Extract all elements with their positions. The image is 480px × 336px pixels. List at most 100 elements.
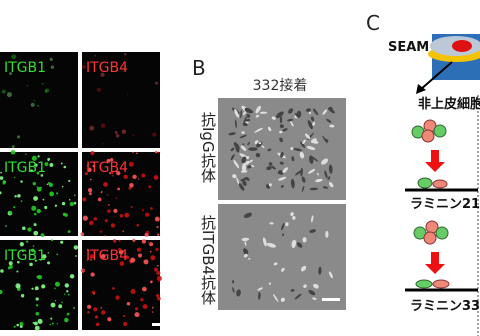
cell-signal xyxy=(19,242,24,247)
cell xyxy=(230,147,235,152)
cell-signal xyxy=(89,178,92,181)
cell xyxy=(247,141,250,146)
device-label: SEAM xyxy=(388,40,429,55)
cell xyxy=(302,139,306,145)
cell-signal xyxy=(124,212,130,218)
cell-signal xyxy=(36,186,42,192)
cell-signal xyxy=(106,158,111,163)
panel-label: C xyxy=(366,11,380,35)
cell-signal xyxy=(75,255,77,257)
cell xyxy=(281,267,285,272)
cell-signal xyxy=(157,280,160,283)
cell-signal xyxy=(44,88,50,93)
cell-signal xyxy=(117,187,120,191)
cell-signal xyxy=(33,223,37,227)
cell-signal xyxy=(31,205,37,211)
cell-signal xyxy=(74,194,76,196)
cell-signal xyxy=(141,286,147,292)
cell xyxy=(328,106,333,111)
cell-signal xyxy=(31,155,37,161)
cell-signal xyxy=(93,307,98,312)
cell xyxy=(279,130,283,134)
cell-signal xyxy=(136,223,139,227)
cell xyxy=(300,167,303,177)
cell-signal xyxy=(68,179,71,183)
scale-bar xyxy=(152,323,166,326)
cell xyxy=(290,178,295,189)
cell-signal xyxy=(36,208,41,214)
cell xyxy=(239,134,247,139)
cell-signal xyxy=(126,301,131,306)
cell-signal xyxy=(92,164,95,168)
cell-signal xyxy=(47,159,50,162)
cell-signal xyxy=(90,272,95,277)
cell-signal xyxy=(22,226,26,231)
cell-signal xyxy=(20,200,23,203)
cell-signal xyxy=(111,171,114,175)
cell-signal xyxy=(156,275,162,281)
cell-signal xyxy=(142,304,148,309)
cell-signal xyxy=(30,169,33,173)
cell xyxy=(293,148,303,152)
cell xyxy=(248,147,258,151)
cell-signal xyxy=(100,307,103,309)
cell-signal xyxy=(102,143,104,145)
cell xyxy=(290,289,295,292)
cell xyxy=(280,297,285,302)
cell-signal xyxy=(49,191,55,197)
cell xyxy=(242,180,247,186)
cell xyxy=(243,253,248,258)
cell xyxy=(258,291,261,300)
cell-signal xyxy=(89,220,94,226)
cell-signal xyxy=(90,150,95,156)
cell xyxy=(280,185,284,188)
cell-signal xyxy=(33,99,36,102)
cell xyxy=(327,176,331,180)
cell-signal xyxy=(56,323,58,325)
arrow xyxy=(425,252,445,274)
cell-signal xyxy=(54,204,58,207)
cell xyxy=(324,138,329,143)
cell xyxy=(268,183,272,187)
cell xyxy=(242,143,245,146)
cell xyxy=(259,111,268,114)
cell-signal xyxy=(132,174,137,180)
cell-signal xyxy=(49,57,53,61)
row-label: 抗ITGB4抗体 xyxy=(199,215,217,305)
cell-signal xyxy=(112,287,115,290)
cell-signal xyxy=(44,162,49,167)
cell-signal xyxy=(56,192,59,195)
cell-signal xyxy=(34,325,40,331)
cell xyxy=(234,119,237,129)
cell-signal xyxy=(30,248,35,253)
cell-signal xyxy=(141,173,146,178)
cell-signal xyxy=(130,257,136,263)
cell xyxy=(238,183,245,191)
cell xyxy=(257,287,263,291)
micrograph xyxy=(0,52,78,148)
cell-signal xyxy=(32,245,35,247)
cell xyxy=(299,151,305,159)
cell-signal xyxy=(47,252,49,254)
cell xyxy=(262,237,267,247)
cell xyxy=(248,212,252,217)
cell xyxy=(292,215,296,220)
cell-signal xyxy=(106,194,109,196)
cell-signal xyxy=(11,54,17,60)
cell-signal xyxy=(34,286,39,291)
cell xyxy=(290,212,294,217)
cell-signal xyxy=(80,232,85,237)
cell-signal xyxy=(112,175,114,177)
channel-label: ITGB1 xyxy=(4,160,46,176)
cell xyxy=(308,168,316,174)
cell-signal xyxy=(66,290,69,293)
cell-signal xyxy=(47,261,51,265)
cell-signal xyxy=(64,213,68,217)
cell-signal xyxy=(33,230,39,236)
cell-signal xyxy=(26,240,29,243)
cell xyxy=(230,154,235,161)
cell xyxy=(243,116,247,125)
cell-signal xyxy=(9,71,13,75)
cell-signal xyxy=(126,93,129,96)
